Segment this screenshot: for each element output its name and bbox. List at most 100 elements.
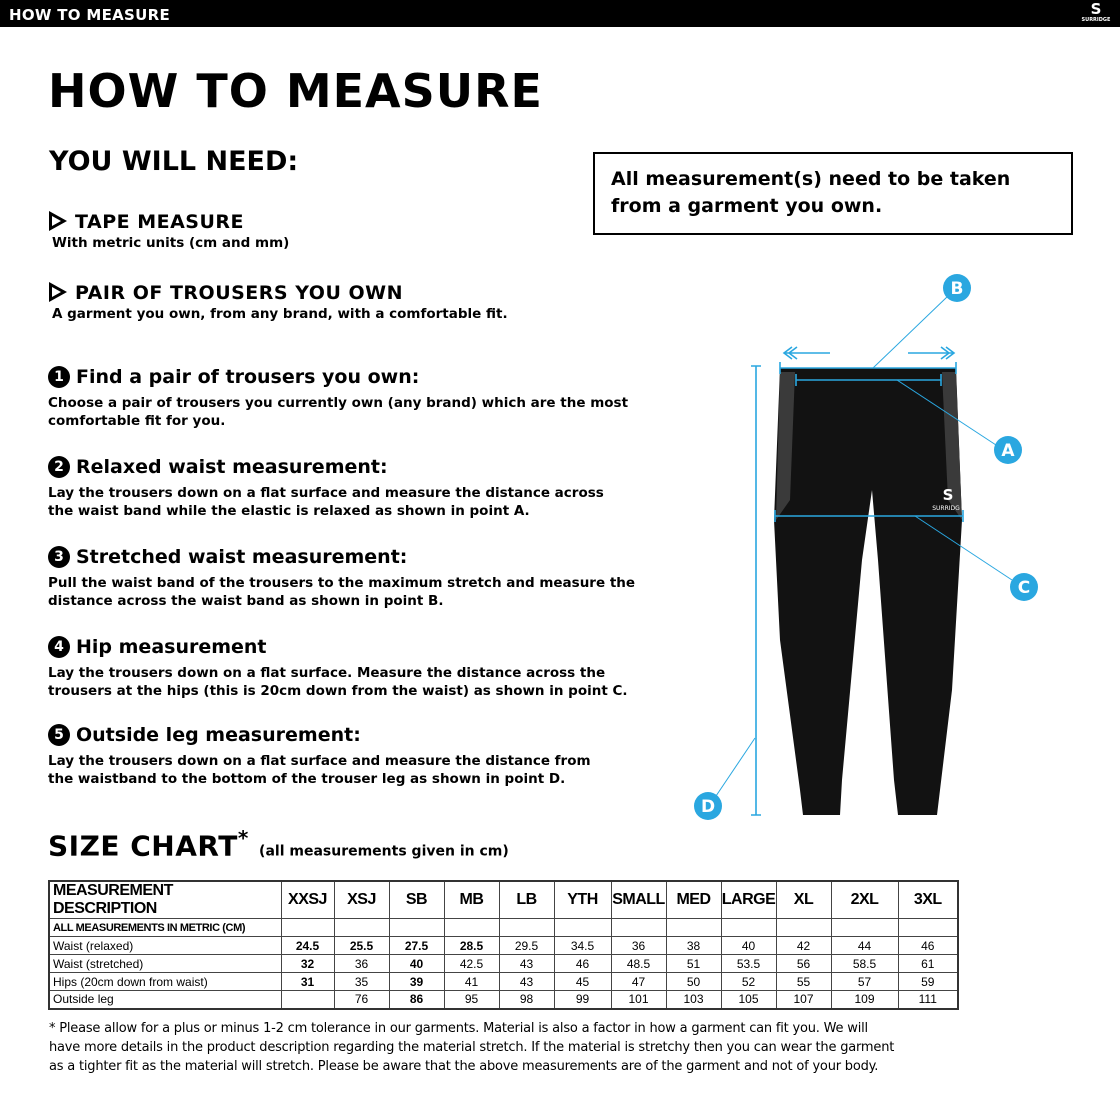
table-cell: 28.5 (443, 936, 500, 955)
table-cell: 44 (830, 936, 899, 955)
trousers-side-panel (776, 372, 962, 520)
table-cell: 24.5 (280, 936, 335, 955)
label-a-badge (994, 436, 1022, 464)
row-label: Waist (relaxed) (48, 936, 282, 955)
table-cell: 27.5 (388, 936, 445, 955)
table-cell (388, 918, 445, 937)
table-cell: 47 (610, 972, 667, 991)
table-cell: 61 (897, 954, 959, 973)
table-cell: 55 (775, 972, 832, 991)
row-label: Outside leg (48, 990, 282, 1009)
surridge-logo: S SURRIDGE (1081, 0, 1111, 24)
trousers-diagram: S SURRIDG B A C D (694, 274, 1038, 820)
column-header: XL (775, 880, 832, 919)
table-cell: 59 (897, 972, 959, 991)
table-cell: 40 (720, 936, 777, 955)
table-cell: 31 (280, 972, 335, 991)
section-label: ALL MEASUREMENTS IN METRIC (CM) (48, 918, 282, 937)
trousers-image (774, 368, 962, 815)
table-cell: 25.5 (333, 936, 390, 955)
row-label: Waist (stretched) (48, 954, 282, 973)
step-1: 1 Find a pair of trousers you own: Choose … (48, 366, 638, 430)
need-label: TAPE MEASURE (75, 211, 245, 233)
table-cell (280, 990, 335, 1009)
measurement-note: All measurement(s) need to be taken from… (593, 152, 1073, 235)
table-cell (830, 918, 899, 937)
table-cell (553, 918, 612, 937)
header-title: HOW TO MEASURE (9, 6, 171, 24)
table-cell: 98 (498, 990, 555, 1009)
table-cell: 45 (553, 972, 612, 991)
step-title: Hip measurement (76, 636, 267, 658)
table-cell: 56 (775, 954, 832, 973)
table-cell: 43 (498, 954, 555, 973)
stretch-arrows-icon (782, 346, 956, 360)
label-b: B (951, 279, 964, 299)
column-header: SMALL (610, 880, 667, 919)
table-row: Waist (relaxed) 24.5 25.5 27.5 28.5 29.5 34.5 3… (48, 936, 959, 955)
leader-a (896, 379, 997, 446)
triangle-bullet-icon (49, 211, 67, 231)
column-header: MB (443, 880, 500, 919)
row-label: Hips (20cm down from waist) (48, 972, 282, 991)
table-row: Hips (20cm down from waist) 31 35 39 41 43 45 4… (48, 972, 959, 991)
size-chart-table: MEASUREMENT DESCRIPTION XXSJ XSJ SB MB LB YTH S… (48, 880, 959, 1010)
page-title: HOW TO MEASURE (48, 64, 543, 118)
column-header: LARGE (720, 880, 777, 919)
step-title: Find a pair of trousers you own: (76, 366, 420, 388)
table-cell: 52 (720, 972, 777, 991)
label-b-badge (943, 274, 971, 302)
step-title: Stretched waist measurement: (76, 546, 408, 568)
leader-c (914, 515, 1013, 581)
measure-line-b (779, 362, 957, 374)
table-cell (775, 918, 832, 937)
measure-line-a (795, 374, 942, 386)
column-header: MED (665, 880, 722, 919)
table-cell: 32 (280, 954, 335, 973)
measure-line-c (774, 510, 964, 522)
table-cell: 38 (665, 936, 722, 955)
table-cell (897, 918, 959, 937)
triangle-bullet-icon (49, 282, 67, 302)
table-section-row: ALL MEASUREMENTS IN METRIC (CM) (48, 918, 959, 937)
table-cell: 53.5 (720, 954, 777, 973)
step-number: 4 (48, 636, 70, 658)
table-cell: 105 (720, 990, 777, 1009)
label-d: D (701, 797, 715, 817)
you-will-need-heading: YOU WILL NEED: (49, 146, 299, 177)
table-header-row: MEASUREMENT DESCRIPTION XXSJ XSJ SB MB LB YTH S… (48, 880, 959, 919)
need-desc: With metric units (cm and mm) (52, 235, 290, 251)
table-cell: 99 (553, 990, 612, 1009)
column-header: 2XL (830, 880, 899, 919)
size-chart-subtitle: (all measurements given in cm) (259, 843, 509, 860)
table-cell: 86 (388, 990, 445, 1009)
table-cell: 29.5 (498, 936, 555, 955)
table-cell: 40 (388, 954, 445, 973)
table-cell (610, 918, 667, 937)
size-chart-heading: SIZE CHART* (all measurements given in c… (48, 826, 509, 862)
table-cell: 43 (498, 972, 555, 991)
table-cell: 36 (610, 936, 667, 955)
step-number: 2 (48, 456, 70, 478)
leader-b (872, 295, 949, 369)
need-item-tape: TAPE MEASURE With metric units (cm and m… (49, 211, 289, 251)
column-header: MEASUREMENT DESCRIPTION (48, 880, 282, 919)
table-cell (498, 918, 555, 937)
step-title: Outside leg measurement: (76, 724, 361, 746)
table-cell: 48.5 (610, 954, 667, 973)
leader-d (715, 737, 756, 797)
table-cell: 103 (665, 990, 722, 1009)
step-text: Pull the waist band of the trousers to t… (48, 575, 636, 609)
table-row: Waist (stretched) 32 36 40 42.5 43 46 48.5 51 53.… (48, 954, 959, 973)
table-cell: 41 (443, 972, 500, 991)
table-cell: 46 (553, 954, 612, 973)
table-cell: 57 (830, 972, 899, 991)
footnote: * Please allow for a plus or minus 1-2 c… (49, 1021, 895, 1074)
step-5: 5 Outside leg measurement: Lay the trouser… (48, 724, 608, 788)
table-cell: 76 (333, 990, 390, 1009)
label-c: C (1018, 578, 1030, 598)
table-cell (665, 918, 722, 937)
table-cell: 51 (665, 954, 722, 973)
need-label: PAIR OF TROUSERS YOU OWN (75, 282, 403, 304)
table-cell: 34.5 (553, 936, 612, 955)
